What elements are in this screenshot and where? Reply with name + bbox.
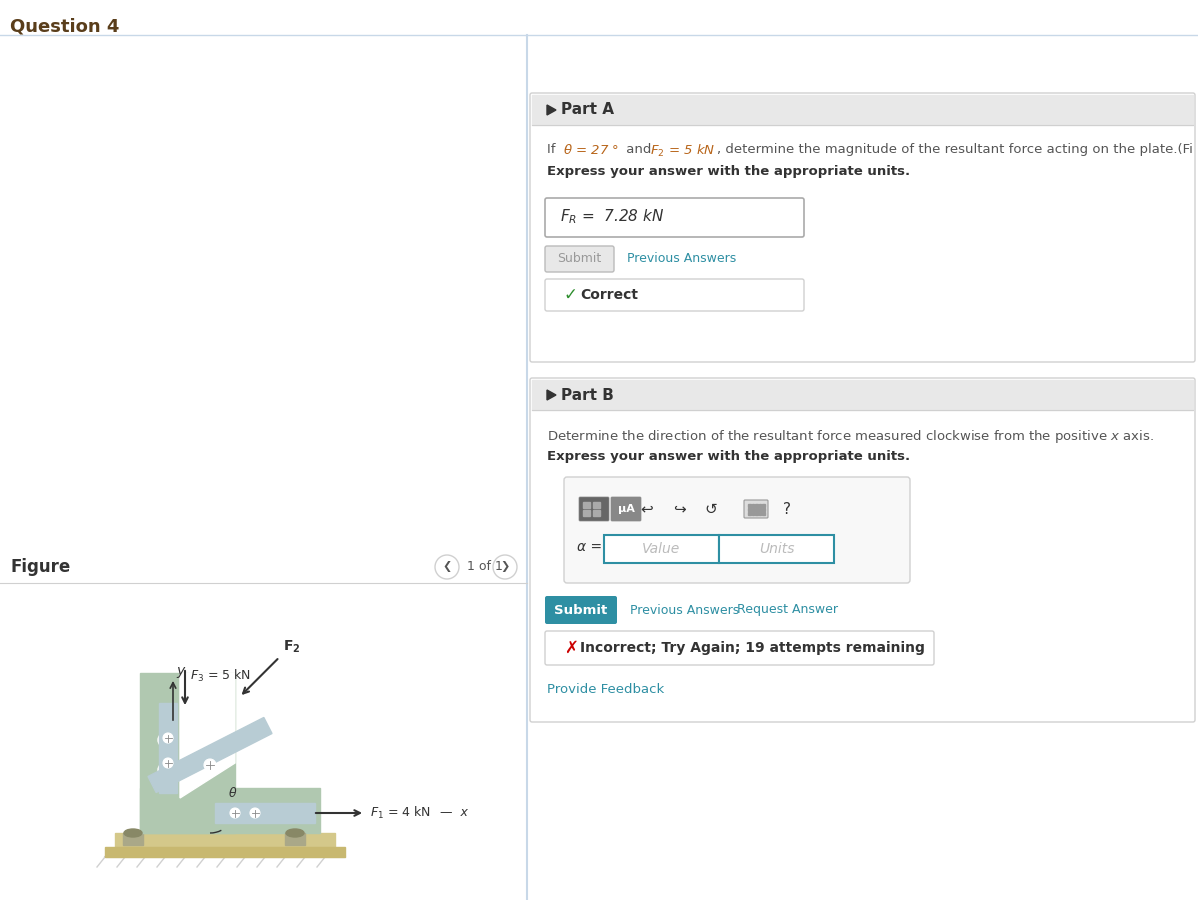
Text: Determine the direction of the resultant force measured clockwise from the posit: Determine the direction of the resultant… xyxy=(547,428,1154,445)
Bar xyxy=(758,508,761,510)
FancyBboxPatch shape xyxy=(545,596,617,624)
Bar xyxy=(593,502,600,508)
Text: —  x: — x xyxy=(440,806,468,820)
Polygon shape xyxy=(180,673,235,798)
Ellipse shape xyxy=(286,829,304,837)
Bar xyxy=(762,512,764,515)
FancyBboxPatch shape xyxy=(545,631,934,665)
FancyBboxPatch shape xyxy=(744,500,768,518)
Circle shape xyxy=(158,733,173,747)
FancyBboxPatch shape xyxy=(545,246,615,272)
Text: Provide Feedback: Provide Feedback xyxy=(547,683,664,696)
Text: Request Answer: Request Answer xyxy=(737,604,837,617)
FancyBboxPatch shape xyxy=(579,497,609,521)
Text: Figure: Figure xyxy=(10,558,71,576)
Bar xyxy=(583,510,589,516)
Text: Previous Answers: Previous Answers xyxy=(630,604,739,617)
Circle shape xyxy=(435,555,459,579)
Text: and: and xyxy=(622,143,655,156)
Bar xyxy=(604,535,719,563)
Circle shape xyxy=(494,555,518,579)
FancyBboxPatch shape xyxy=(564,477,910,583)
Text: $F_1$ = 4 kN: $F_1$ = 4 kN xyxy=(370,805,431,821)
Text: $F_R$ =  7.28 kN: $F_R$ = 7.28 kN xyxy=(559,208,664,227)
Text: Previous Answers: Previous Answers xyxy=(627,253,737,266)
Bar xyxy=(140,673,235,833)
Polygon shape xyxy=(547,105,556,115)
Bar xyxy=(719,535,834,563)
Text: , determine the magnitude of the resultant force acting on the plate.(Fi: , determine the magnitude of the resulta… xyxy=(716,143,1193,156)
Text: y: y xyxy=(176,664,184,678)
Bar xyxy=(214,803,315,823)
Text: $F_2$ = 5 kN: $F_2$ = 5 kN xyxy=(651,143,715,159)
FancyBboxPatch shape xyxy=(611,497,641,521)
Bar xyxy=(762,508,764,510)
FancyBboxPatch shape xyxy=(530,93,1194,362)
Text: Incorrect; Try Again; 19 attempts remaining: Incorrect; Try Again; 19 attempts remain… xyxy=(580,641,925,655)
Text: Express your answer with the appropriate units.: Express your answer with the appropriate… xyxy=(547,450,910,463)
Text: Question 4: Question 4 xyxy=(10,18,120,36)
Text: Value: Value xyxy=(642,542,680,556)
Text: Part B: Part B xyxy=(561,388,613,402)
Bar xyxy=(751,504,754,507)
Bar xyxy=(755,508,757,510)
Bar xyxy=(748,508,750,510)
Text: 1 of 1: 1 of 1 xyxy=(467,561,503,573)
Text: $F_3$ = 5 kN: $F_3$ = 5 kN xyxy=(190,668,250,684)
Text: ✗: ✗ xyxy=(564,639,577,657)
FancyBboxPatch shape xyxy=(545,198,804,237)
Text: α =: α = xyxy=(577,540,603,554)
Bar xyxy=(285,833,305,845)
Bar xyxy=(751,512,754,515)
FancyBboxPatch shape xyxy=(530,378,1194,722)
Bar xyxy=(159,703,177,793)
Bar xyxy=(105,847,345,857)
Bar xyxy=(532,380,1193,410)
Bar xyxy=(762,504,764,507)
Text: Units: Units xyxy=(758,542,794,556)
Circle shape xyxy=(230,808,240,818)
Polygon shape xyxy=(149,717,272,793)
Text: ❯: ❯ xyxy=(501,562,509,572)
Text: Express your answer with the appropriate units.: Express your answer with the appropriate… xyxy=(547,165,910,178)
Text: $\theta$ = 27 °: $\theta$ = 27 ° xyxy=(563,143,619,157)
Circle shape xyxy=(158,763,173,777)
Bar xyxy=(532,95,1193,125)
Text: Part A: Part A xyxy=(561,103,615,118)
Bar xyxy=(583,502,589,508)
Text: ❮: ❮ xyxy=(442,562,452,572)
Text: ↺: ↺ xyxy=(704,501,718,517)
Circle shape xyxy=(163,758,173,768)
Polygon shape xyxy=(547,390,556,400)
Text: ↪: ↪ xyxy=(672,501,685,517)
Bar xyxy=(748,512,750,515)
Circle shape xyxy=(204,759,216,771)
Circle shape xyxy=(250,808,260,818)
Bar xyxy=(115,833,335,847)
Bar xyxy=(593,510,600,516)
Bar xyxy=(755,504,757,507)
Text: ↩: ↩ xyxy=(641,501,653,517)
Bar xyxy=(751,508,754,510)
Text: μA: μA xyxy=(617,504,635,514)
Text: Correct: Correct xyxy=(580,288,639,302)
Bar xyxy=(140,788,320,833)
Circle shape xyxy=(163,733,173,743)
Bar xyxy=(748,504,750,507)
FancyBboxPatch shape xyxy=(545,279,804,311)
Text: ?: ? xyxy=(783,501,791,517)
Text: Submit: Submit xyxy=(555,604,607,617)
Text: $\theta$: $\theta$ xyxy=(228,786,237,800)
Text: ✓: ✓ xyxy=(564,286,577,304)
Bar xyxy=(758,512,761,515)
Ellipse shape xyxy=(125,829,143,837)
Text: $\mathbf{F_2}$: $\mathbf{F_2}$ xyxy=(283,639,300,655)
Bar xyxy=(123,833,143,845)
Bar xyxy=(758,504,761,507)
Text: Submit: Submit xyxy=(557,253,601,266)
Text: If: If xyxy=(547,143,559,156)
Bar xyxy=(755,512,757,515)
